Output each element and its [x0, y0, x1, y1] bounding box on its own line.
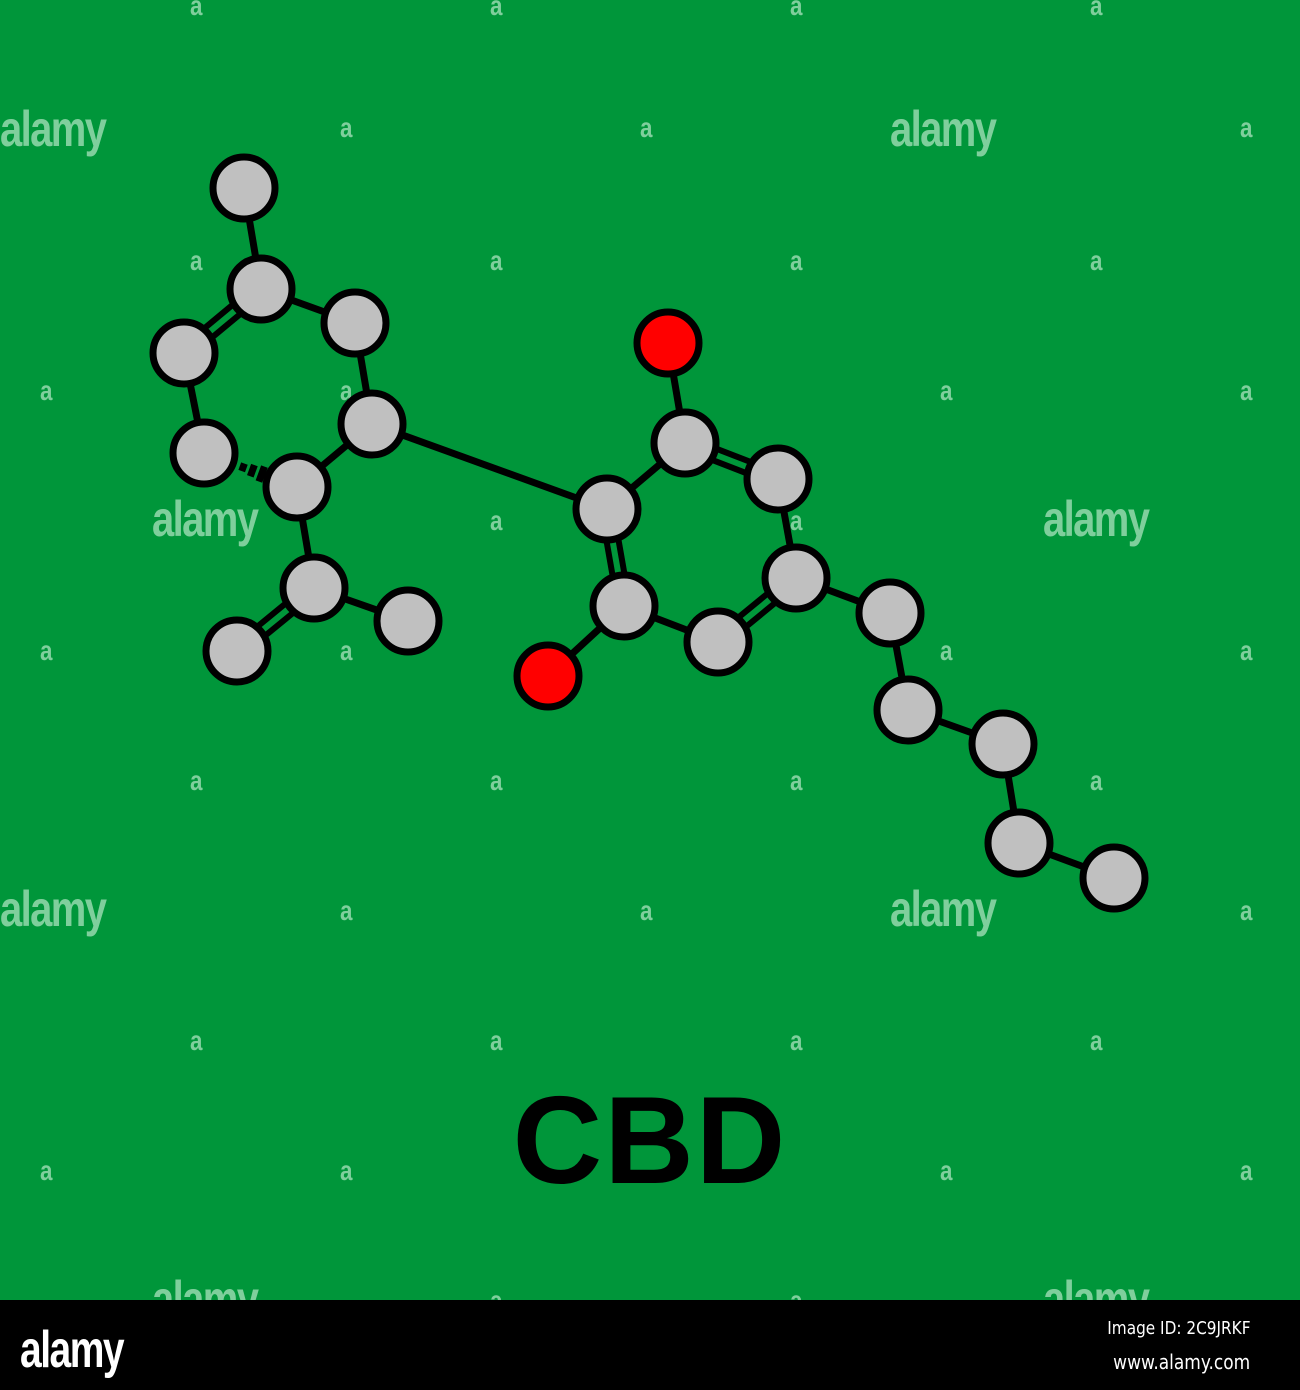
watermark-word: alamy — [890, 101, 997, 157]
carbon-atom — [149, 318, 219, 388]
watermark-word: alamy — [0, 101, 107, 157]
molecule-structure — [149, 153, 1149, 913]
watermark-letter: a — [40, 1155, 53, 1186]
watermark-letter: a — [940, 1155, 953, 1186]
hashed-bond — [247, 463, 258, 478]
watermark-letter: a — [40, 635, 53, 666]
hashed-bond — [255, 465, 268, 483]
watermark-letter: a — [340, 112, 353, 143]
watermark-letter: a — [1090, 0, 1103, 21]
molecule-title: CBD — [512, 1072, 788, 1210]
carbon-atom — [262, 452, 332, 522]
carbon-atom — [169, 418, 239, 488]
watermark-word: alamy — [152, 491, 259, 547]
carbon-atom — [279, 553, 349, 623]
watermark-letter: a — [640, 112, 653, 143]
watermark-letter: a — [490, 0, 503, 21]
watermark-letter: a — [1240, 895, 1253, 926]
carbon-atom — [743, 444, 813, 514]
carbon-atom — [589, 571, 659, 641]
carbon-atom — [572, 474, 642, 544]
footer-bar: alamy Image ID: 2C9JRKF www.alamy.com — [0, 1300, 1300, 1390]
watermark-letter: a — [40, 375, 53, 406]
watermark-letter: a — [790, 245, 803, 276]
watermark-word: alamy — [1043, 491, 1150, 547]
carbon-atom — [209, 153, 279, 223]
watermark-letter: a — [490, 505, 503, 536]
watermark-letter: a — [790, 1025, 803, 1056]
watermark-letter: a — [1240, 1155, 1253, 1186]
carbon-atom — [202, 616, 272, 686]
watermark-letter: a — [190, 1025, 203, 1056]
diagram-canvas: alamy alamy alamy alamy alamy alamy alamy alamy… — [0, 0, 1253, 1327]
watermark-letter: a — [1240, 635, 1253, 666]
carbon-atom — [984, 808, 1054, 878]
watermark-letter: a — [490, 765, 503, 796]
carbon-atom — [226, 254, 296, 324]
watermark-letter: a — [1090, 765, 1103, 796]
watermark-letter: a — [1240, 375, 1253, 406]
footer-logo: alamy — [20, 1321, 125, 1379]
carbon-atom — [761, 543, 831, 613]
footer-url[interactable]: www.alamy.com — [1112, 1350, 1250, 1374]
watermark-letter: a — [340, 895, 353, 926]
carbon-atom — [683, 607, 753, 677]
watermark-letter: a — [490, 245, 503, 276]
watermark-letter: a — [340, 1155, 353, 1186]
watermark-letter: a — [790, 505, 803, 536]
image-id: Image ID: 2C9JRKF — [1106, 1318, 1250, 1339]
carbon-atom — [373, 586, 443, 656]
watermark-word: alamy — [890, 881, 997, 937]
carbon-atom — [855, 578, 925, 648]
watermark-word: alamy — [0, 881, 107, 937]
oxygen-atom — [633, 308, 703, 378]
hashed-bond — [238, 462, 248, 473]
carbon-atom — [1079, 843, 1149, 913]
watermark-letter: a — [790, 765, 803, 796]
carbon-atom — [873, 675, 943, 745]
carbon-atom — [650, 408, 720, 478]
watermark-letter: a — [1240, 112, 1253, 143]
carbon-atom — [320, 288, 390, 358]
watermark-letter: a — [940, 375, 953, 406]
watermark-letter: a — [340, 635, 353, 666]
oxygen-atom — [513, 641, 583, 711]
watermark-letter: a — [1090, 245, 1103, 276]
watermark-letter: a — [190, 765, 203, 796]
carbon-atom — [968, 709, 1038, 779]
carbon-atom — [337, 389, 407, 459]
watermark-letter: a — [490, 1025, 503, 1056]
single-bond — [370, 420, 609, 513]
watermark-letter: a — [640, 895, 653, 926]
watermark-letter: a — [790, 0, 803, 21]
watermark-letter: a — [1090, 1025, 1103, 1056]
watermark-letter: a — [190, 245, 203, 276]
watermark-letter: a — [940, 635, 953, 666]
watermark-letter: a — [190, 0, 203, 21]
